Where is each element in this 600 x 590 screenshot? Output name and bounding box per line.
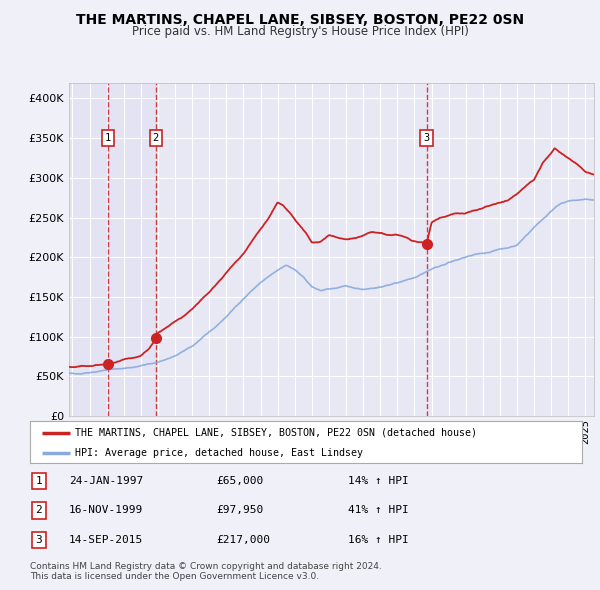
Text: 2: 2 — [153, 133, 159, 143]
Text: THE MARTINS, CHAPEL LANE, SIBSEY, BOSTON, PE22 0SN: THE MARTINS, CHAPEL LANE, SIBSEY, BOSTON… — [76, 13, 524, 27]
Text: £217,000: £217,000 — [216, 535, 270, 545]
Text: 14% ↑ HPI: 14% ↑ HPI — [348, 476, 409, 486]
Bar — [108, 83, 156, 416]
Bar — [69, 83, 108, 416]
Text: 24-JAN-1997: 24-JAN-1997 — [69, 476, 143, 486]
Text: THE MARTINS, CHAPEL LANE, SIBSEY, BOSTON, PE22 0SN (detached house): THE MARTINS, CHAPEL LANE, SIBSEY, BOSTON… — [75, 428, 477, 438]
Text: This data is licensed under the Open Government Licence v3.0.: This data is licensed under the Open Gov… — [30, 572, 319, 581]
Text: 3: 3 — [35, 535, 43, 545]
Text: 3: 3 — [424, 133, 430, 143]
Text: Price paid vs. HM Land Registry's House Price Index (HPI): Price paid vs. HM Land Registry's House … — [131, 25, 469, 38]
Text: £97,950: £97,950 — [216, 506, 263, 515]
Text: 1: 1 — [35, 476, 43, 486]
Text: Contains HM Land Registry data © Crown copyright and database right 2024.: Contains HM Land Registry data © Crown c… — [30, 562, 382, 571]
Text: 14-SEP-2015: 14-SEP-2015 — [69, 535, 143, 545]
Text: 16-NOV-1999: 16-NOV-1999 — [69, 506, 143, 515]
Text: HPI: Average price, detached house, East Lindsey: HPI: Average price, detached house, East… — [75, 448, 363, 457]
Text: 41% ↑ HPI: 41% ↑ HPI — [348, 506, 409, 515]
Text: 2: 2 — [35, 506, 43, 515]
Text: £65,000: £65,000 — [216, 476, 263, 486]
Text: 1: 1 — [104, 133, 111, 143]
Text: 16% ↑ HPI: 16% ↑ HPI — [348, 535, 409, 545]
